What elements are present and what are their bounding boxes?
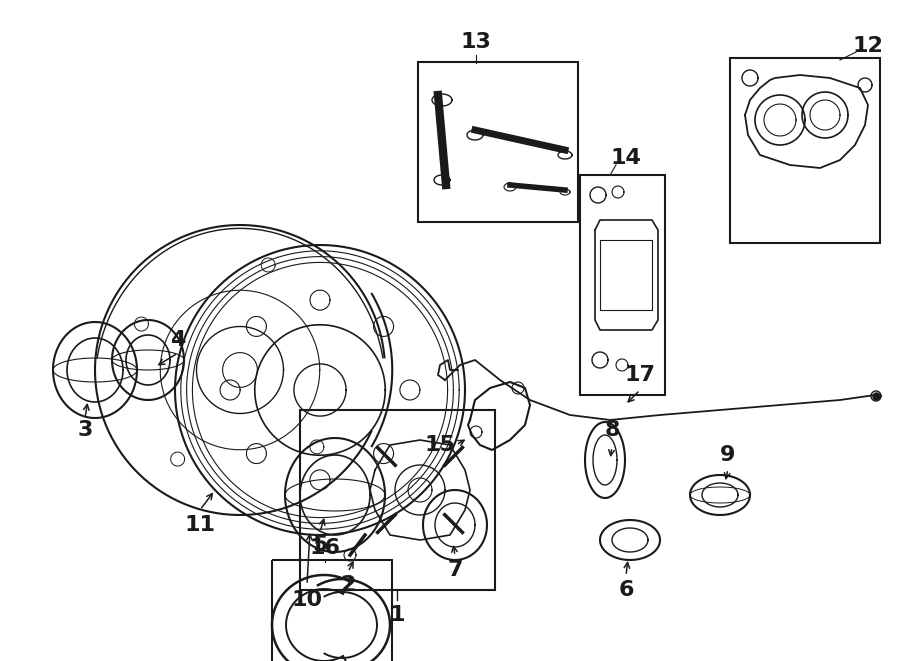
Bar [272,560,392,661]
Text: 17: 17 [625,365,655,385]
Text: 7: 7 [447,560,463,580]
Text: 5: 5 [312,535,328,555]
Text: 14: 14 [610,148,642,168]
Bar [730,58,880,243]
Text: 2: 2 [340,575,356,595]
Bar [580,175,665,395]
Text: 11: 11 [184,515,215,535]
Bar [300,410,495,590]
Text: 9: 9 [720,445,735,465]
Text: 6: 6 [618,580,634,600]
Text: 4: 4 [170,330,185,350]
Text: 8: 8 [604,420,620,440]
Text: 3: 3 [77,420,93,440]
Text: 16: 16 [310,538,340,558]
Text: 1: 1 [389,605,405,625]
Bar [418,62,578,222]
Text: 12: 12 [852,36,884,56]
Text: 13: 13 [461,32,491,52]
Text: 15: 15 [425,435,455,455]
Text: 10: 10 [292,590,322,610]
